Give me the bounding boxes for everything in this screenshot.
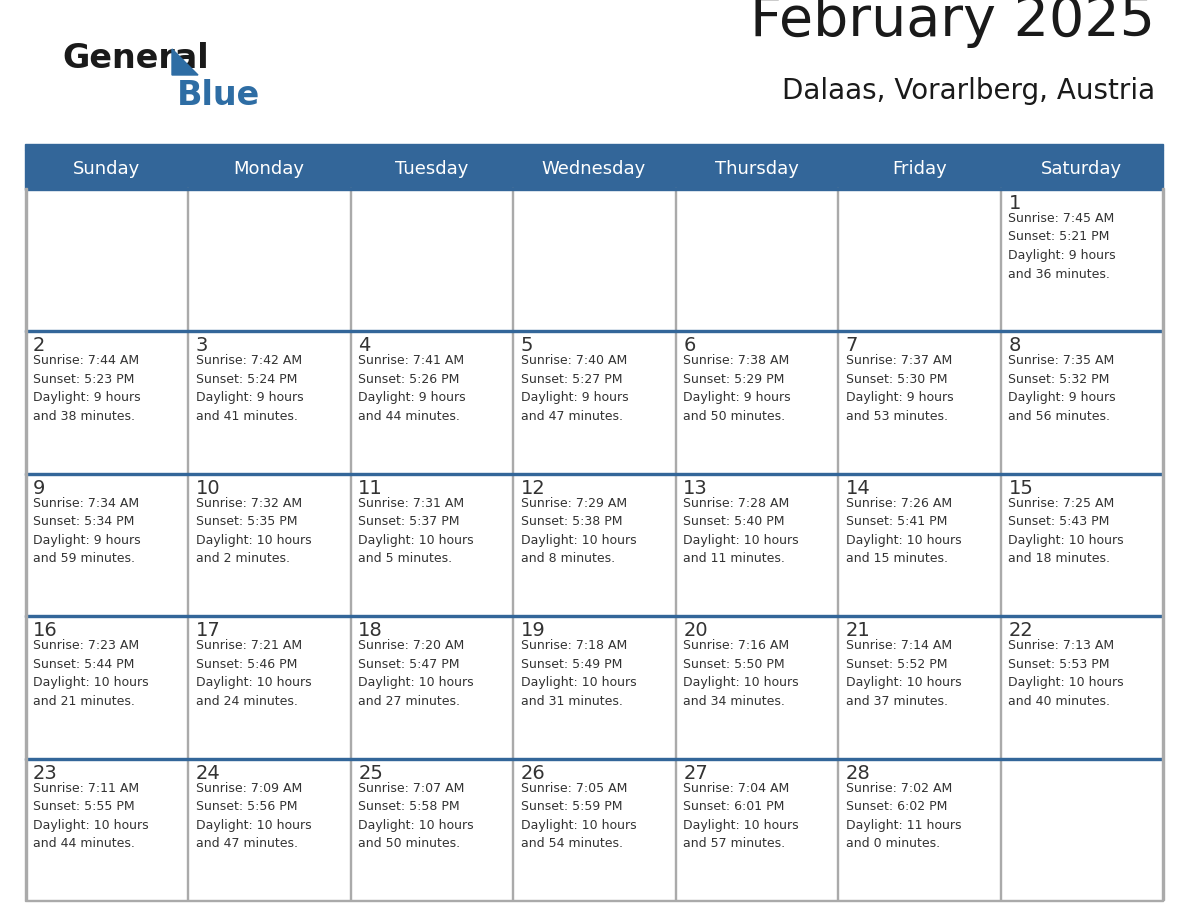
Text: Sunrise: 7:37 AM
Sunset: 5:30 PM
Daylight: 9 hours
and 53 minutes.: Sunrise: 7:37 AM Sunset: 5:30 PM Dayligh… xyxy=(846,354,954,423)
Bar xyxy=(1162,188,1163,900)
Text: Sunrise: 7:34 AM
Sunset: 5:34 PM
Daylight: 9 hours
and 59 minutes.: Sunrise: 7:34 AM Sunset: 5:34 PM Dayligh… xyxy=(33,497,140,565)
Text: Sunrise: 7:13 AM
Sunset: 5:53 PM
Daylight: 10 hours
and 40 minutes.: Sunrise: 7:13 AM Sunset: 5:53 PM Dayligh… xyxy=(1009,639,1124,708)
Text: Sunrise: 7:20 AM
Sunset: 5:47 PM
Daylight: 10 hours
and 27 minutes.: Sunrise: 7:20 AM Sunset: 5:47 PM Dayligh… xyxy=(358,639,474,708)
Text: 10: 10 xyxy=(196,479,220,498)
Text: 1: 1 xyxy=(1009,194,1020,213)
Text: 14: 14 xyxy=(846,479,871,498)
Text: Sunrise: 7:14 AM
Sunset: 5:52 PM
Daylight: 10 hours
and 37 minutes.: Sunrise: 7:14 AM Sunset: 5:52 PM Dayligh… xyxy=(846,639,961,708)
Text: Saturday: Saturday xyxy=(1041,160,1123,178)
Bar xyxy=(25,188,26,900)
Bar xyxy=(25,188,1163,190)
Text: Wednesday: Wednesday xyxy=(542,160,646,178)
Bar xyxy=(25,144,1163,150)
Text: 4: 4 xyxy=(358,336,371,355)
Text: 13: 13 xyxy=(683,479,708,498)
Text: Sunday: Sunday xyxy=(72,160,140,178)
Text: Sunrise: 7:05 AM
Sunset: 5:59 PM
Daylight: 10 hours
and 54 minutes.: Sunrise: 7:05 AM Sunset: 5:59 PM Dayligh… xyxy=(520,781,637,850)
Text: 2: 2 xyxy=(33,336,45,355)
Text: 23: 23 xyxy=(33,764,58,783)
Text: 24: 24 xyxy=(196,764,220,783)
Bar xyxy=(25,330,1163,473)
Text: 25: 25 xyxy=(358,764,383,783)
Text: Sunrise: 7:29 AM
Sunset: 5:38 PM
Daylight: 10 hours
and 8 minutes.: Sunrise: 7:29 AM Sunset: 5:38 PM Dayligh… xyxy=(520,497,637,565)
Text: Sunrise: 7:42 AM
Sunset: 5:24 PM
Daylight: 9 hours
and 41 minutes.: Sunrise: 7:42 AM Sunset: 5:24 PM Dayligh… xyxy=(196,354,303,423)
Text: February 2025: February 2025 xyxy=(750,0,1155,48)
Bar xyxy=(25,615,1163,757)
Text: Blue: Blue xyxy=(177,79,260,112)
Text: Sunrise: 7:04 AM
Sunset: 6:01 PM
Daylight: 10 hours
and 57 minutes.: Sunrise: 7:04 AM Sunset: 6:01 PM Dayligh… xyxy=(683,781,798,850)
Text: Sunrise: 7:07 AM
Sunset: 5:58 PM
Daylight: 10 hours
and 50 minutes.: Sunrise: 7:07 AM Sunset: 5:58 PM Dayligh… xyxy=(358,781,474,850)
Text: Sunrise: 7:18 AM
Sunset: 5:49 PM
Daylight: 10 hours
and 31 minutes.: Sunrise: 7:18 AM Sunset: 5:49 PM Dayligh… xyxy=(520,639,637,708)
Text: Sunrise: 7:31 AM
Sunset: 5:37 PM
Daylight: 10 hours
and 5 minutes.: Sunrise: 7:31 AM Sunset: 5:37 PM Dayligh… xyxy=(358,497,474,565)
Text: Sunrise: 7:26 AM
Sunset: 5:41 PM
Daylight: 10 hours
and 15 minutes.: Sunrise: 7:26 AM Sunset: 5:41 PM Dayligh… xyxy=(846,497,961,565)
Bar xyxy=(25,473,1163,475)
Bar xyxy=(25,900,1163,901)
Text: 3: 3 xyxy=(196,336,208,355)
Text: 7: 7 xyxy=(846,336,858,355)
Text: Sunrise: 7:40 AM
Sunset: 5:27 PM
Daylight: 9 hours
and 47 minutes.: Sunrise: 7:40 AM Sunset: 5:27 PM Dayligh… xyxy=(520,354,628,423)
Text: 20: 20 xyxy=(683,621,708,640)
Text: Dalaas, Vorarlberg, Austria: Dalaas, Vorarlberg, Austria xyxy=(782,77,1155,105)
Text: Sunrise: 7:21 AM
Sunset: 5:46 PM
Daylight: 10 hours
and 24 minutes.: Sunrise: 7:21 AM Sunset: 5:46 PM Dayligh… xyxy=(196,639,311,708)
Text: Sunrise: 7:45 AM
Sunset: 5:21 PM
Daylight: 9 hours
and 36 minutes.: Sunrise: 7:45 AM Sunset: 5:21 PM Dayligh… xyxy=(1009,212,1116,281)
Text: Tuesday: Tuesday xyxy=(394,160,468,178)
Text: 17: 17 xyxy=(196,621,220,640)
Text: Sunrise: 7:35 AM
Sunset: 5:32 PM
Daylight: 9 hours
and 56 minutes.: Sunrise: 7:35 AM Sunset: 5:32 PM Dayligh… xyxy=(1009,354,1116,423)
Text: Sunrise: 7:11 AM
Sunset: 5:55 PM
Daylight: 10 hours
and 44 minutes.: Sunrise: 7:11 AM Sunset: 5:55 PM Dayligh… xyxy=(33,781,148,850)
Text: Sunrise: 7:32 AM
Sunset: 5:35 PM
Daylight: 10 hours
and 2 minutes.: Sunrise: 7:32 AM Sunset: 5:35 PM Dayligh… xyxy=(196,497,311,565)
Bar xyxy=(25,473,1163,615)
Bar xyxy=(25,615,1163,617)
Text: Sunrise: 7:25 AM
Sunset: 5:43 PM
Daylight: 10 hours
and 18 minutes.: Sunrise: 7:25 AM Sunset: 5:43 PM Dayligh… xyxy=(1009,497,1124,565)
Text: 26: 26 xyxy=(520,764,545,783)
Text: 19: 19 xyxy=(520,621,545,640)
Text: Sunrise: 7:16 AM
Sunset: 5:50 PM
Daylight: 10 hours
and 34 minutes.: Sunrise: 7:16 AM Sunset: 5:50 PM Dayligh… xyxy=(683,639,798,708)
Text: 11: 11 xyxy=(358,479,383,498)
Text: 12: 12 xyxy=(520,479,545,498)
Bar xyxy=(25,188,1163,330)
Text: Sunrise: 7:38 AM
Sunset: 5:29 PM
Daylight: 9 hours
and 50 minutes.: Sunrise: 7:38 AM Sunset: 5:29 PM Dayligh… xyxy=(683,354,791,423)
Text: General: General xyxy=(62,42,209,75)
Text: 16: 16 xyxy=(33,621,58,640)
Text: Friday: Friday xyxy=(892,160,947,178)
Text: 9: 9 xyxy=(33,479,45,498)
Text: 6: 6 xyxy=(683,336,696,355)
Text: 5: 5 xyxy=(520,336,533,355)
Text: Sunrise: 7:23 AM
Sunset: 5:44 PM
Daylight: 10 hours
and 21 minutes.: Sunrise: 7:23 AM Sunset: 5:44 PM Dayligh… xyxy=(33,639,148,708)
Text: Sunrise: 7:09 AM
Sunset: 5:56 PM
Daylight: 10 hours
and 47 minutes.: Sunrise: 7:09 AM Sunset: 5:56 PM Dayligh… xyxy=(196,781,311,850)
Bar xyxy=(25,757,1163,900)
Text: Sunrise: 7:02 AM
Sunset: 6:02 PM
Daylight: 11 hours
and 0 minutes.: Sunrise: 7:02 AM Sunset: 6:02 PM Dayligh… xyxy=(846,781,961,850)
Text: Sunrise: 7:44 AM
Sunset: 5:23 PM
Daylight: 9 hours
and 38 minutes.: Sunrise: 7:44 AM Sunset: 5:23 PM Dayligh… xyxy=(33,354,140,423)
Bar xyxy=(25,150,1163,188)
Text: 8: 8 xyxy=(1009,336,1020,355)
Text: 21: 21 xyxy=(846,621,871,640)
Bar xyxy=(25,757,1163,759)
Text: 22: 22 xyxy=(1009,621,1034,640)
Text: Monday: Monday xyxy=(233,160,304,178)
Text: 15: 15 xyxy=(1009,479,1034,498)
Text: Sunrise: 7:41 AM
Sunset: 5:26 PM
Daylight: 9 hours
and 44 minutes.: Sunrise: 7:41 AM Sunset: 5:26 PM Dayligh… xyxy=(358,354,466,423)
Text: Sunrise: 7:28 AM
Sunset: 5:40 PM
Daylight: 10 hours
and 11 minutes.: Sunrise: 7:28 AM Sunset: 5:40 PM Dayligh… xyxy=(683,497,798,565)
Text: 27: 27 xyxy=(683,764,708,783)
Text: 28: 28 xyxy=(846,764,871,783)
Text: Thursday: Thursday xyxy=(715,160,798,178)
Text: 18: 18 xyxy=(358,621,383,640)
Bar xyxy=(25,330,1163,332)
Polygon shape xyxy=(172,49,198,75)
